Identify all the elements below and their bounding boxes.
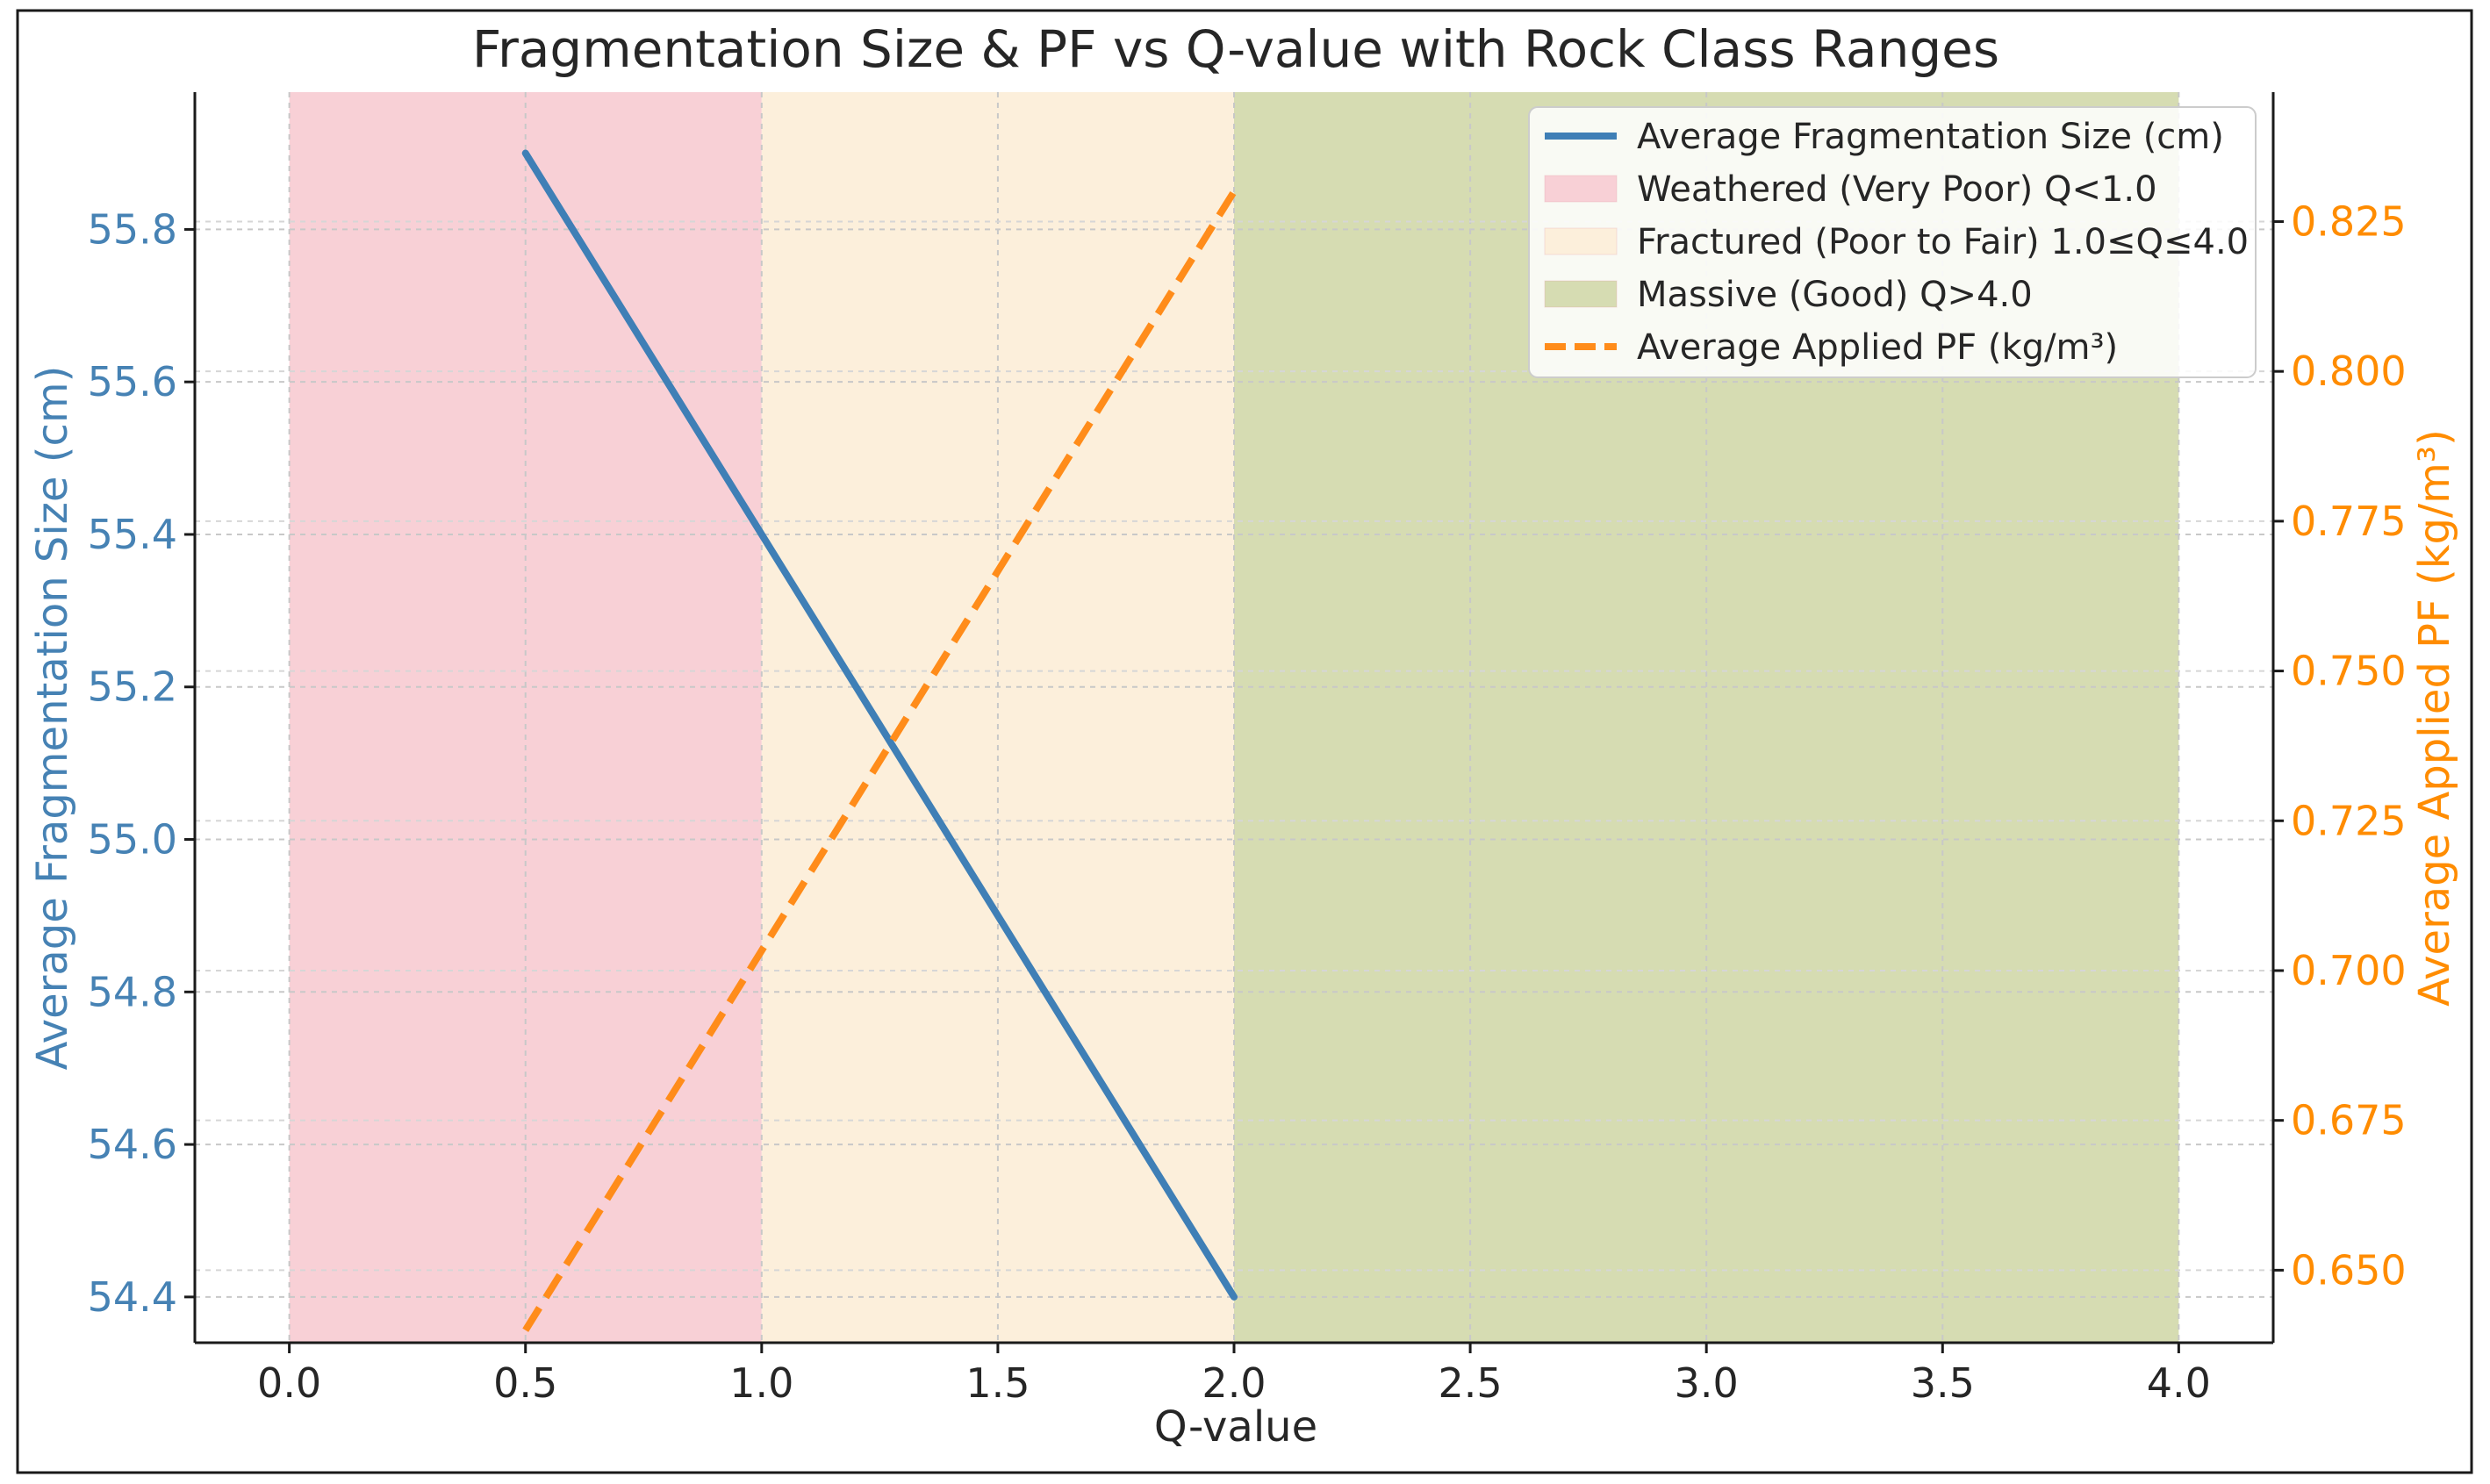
y-right-tick-label: 0.800	[2291, 348, 2407, 395]
x-tick-label: 0.5	[493, 1359, 557, 1407]
y-right-tick-label: 0.775	[2291, 498, 2407, 545]
legend: Average Fragmentation Size (cm) Weathered…	[1528, 106, 2257, 378]
y-right-tick-label: 0.725	[2291, 797, 2407, 844]
left-axis-ticks: 54.4 54.6 54.8 55.0 55.2 55.4 55.6 55.8	[88, 205, 195, 1321]
y-left-tick-label: 55.0	[88, 816, 177, 864]
left-axis-label: Average Fragmentation Size (cm)	[28, 366, 77, 1071]
chart-title: Fragmentation Size & PF vs Q-value with …	[472, 19, 1999, 79]
y-left-tick-label: 55.4	[88, 511, 177, 558]
y-right-tick-label: 0.650	[2291, 1246, 2407, 1294]
series-line-1	[522, 190, 1238, 1332]
right-axis-label: Average Applied PF (kg/m³)	[2410, 429, 2459, 1007]
x-tick-label: 0.0	[257, 1359, 321, 1407]
x-tick-label: 1.0	[729, 1359, 793, 1407]
right-axis-ticks: 0.650 0.675 0.700 0.725 0.750 0.775 0.800 0.825	[2273, 197, 2407, 1294]
legend-label: Average Fragmentation Size (cm)	[1637, 117, 2224, 157]
legend-label: Weathered (Very Poor) Q<1.0	[1637, 169, 2157, 210]
x-tick-label: 2.0	[1202, 1359, 1266, 1407]
y-right-tick-label: 0.675	[2291, 1097, 2407, 1144]
legend-label: Fractured (Poor to Fair) 1.0≤Q≤4.0	[1637, 222, 2249, 262]
x-tick-label: 2.5	[1439, 1359, 1503, 1407]
legend-patch-swatch	[1544, 227, 1618, 255]
series-line-0	[521, 149, 1238, 1301]
y-right-tick-label: 0.700	[2291, 947, 2407, 994]
legend-box	[1528, 106, 2257, 378]
x-tick-label: 3.5	[1911, 1359, 1975, 1407]
y-left-tick-label: 54.4	[88, 1273, 177, 1321]
y-right-tick-label: 0.825	[2291, 197, 2407, 245]
legend-label: Massive (Good) Q>4.0	[1637, 275, 2033, 315]
y-left-tick-label: 55.6	[88, 358, 177, 405]
x-tick-label: 3.0	[1675, 1359, 1739, 1407]
legend-patch-swatch	[1544, 175, 1618, 203]
y-left-tick-label: 54.8	[88, 968, 177, 1015]
data-series	[521, 149, 1238, 1332]
y-left-tick-label: 55.2	[88, 663, 177, 711]
y-left-tick-label: 54.6	[88, 1121, 177, 1168]
legend-patch-swatch	[1544, 280, 1618, 308]
x-tick-label: 1.5	[965, 1359, 1030, 1407]
x-axis-label: Q-value	[1154, 1402, 1317, 1452]
y-left-tick-label: 55.8	[88, 205, 177, 253]
x-tick-label: 4.0	[2147, 1359, 2211, 1407]
y-right-tick-label: 0.750	[2291, 648, 2407, 695]
legend-label: Average Applied PF (kg/m³)	[1637, 327, 2118, 368]
x-axis-ticks: 0.0 0.5 1.0 1.5 2.0 2.5 3.0 3.5 4.0	[257, 1343, 2211, 1407]
image-border	[16, 9, 2473, 1474]
